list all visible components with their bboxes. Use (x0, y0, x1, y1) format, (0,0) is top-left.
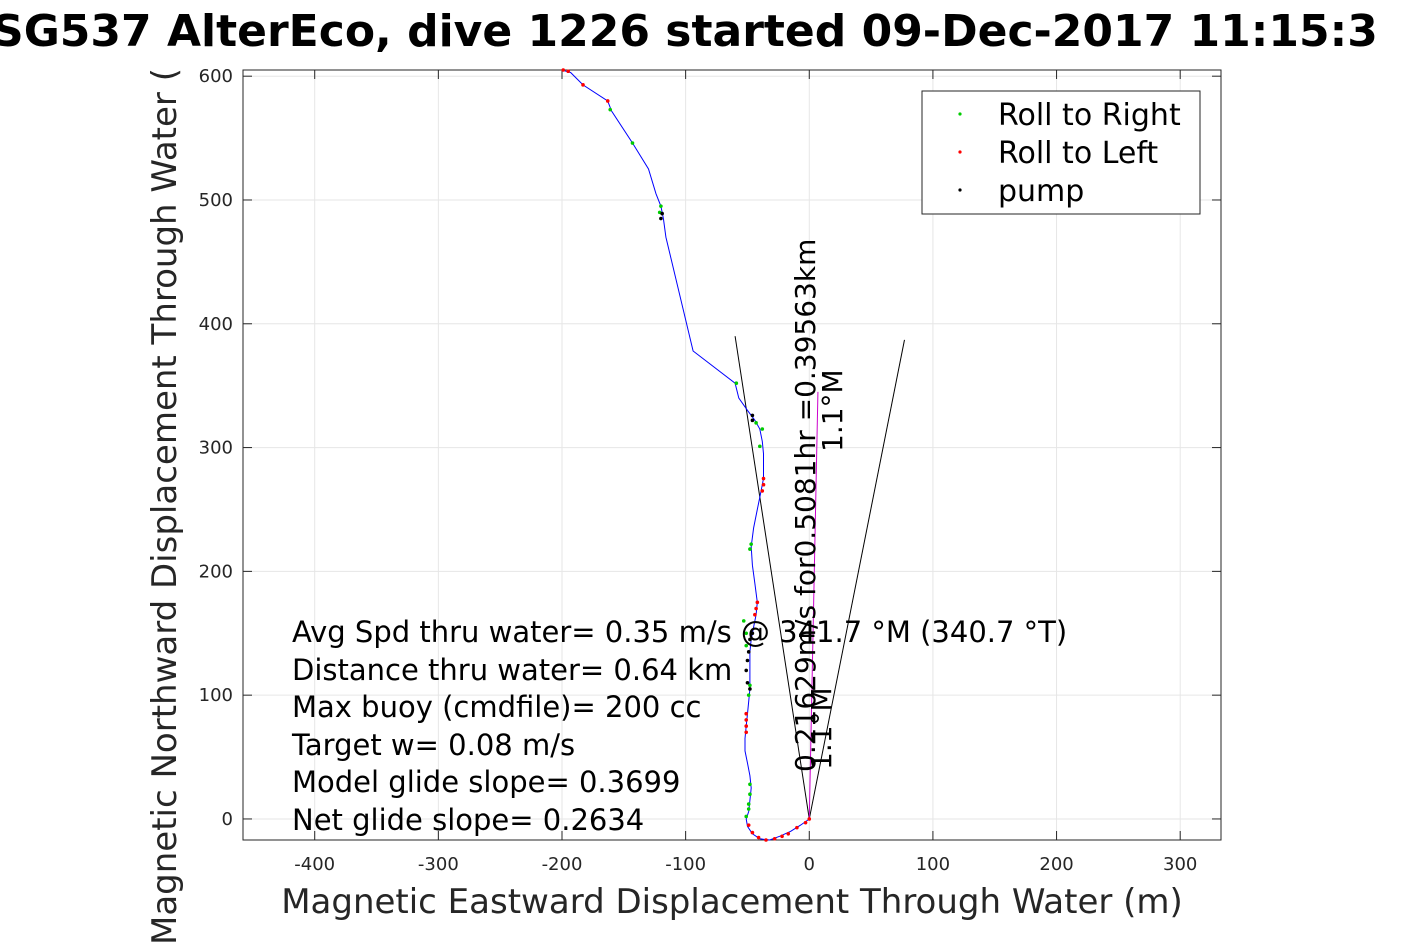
y-tick-label: 600 (199, 66, 233, 87)
x-tick-label: -400 (294, 854, 335, 875)
annotation-net-glide: Net glide slope= 0.2634 (292, 803, 644, 837)
point-roll-to-left (755, 600, 760, 605)
annotation-max-buoy: Max buoy (cmdfile)= 200 cc (292, 690, 701, 724)
point-pump (744, 668, 749, 673)
legend-marker-pump (958, 188, 962, 192)
point-roll-to-right (760, 427, 765, 431)
point-roll-to-left (803, 820, 808, 825)
point-roll-to-right (748, 782, 752, 787)
point-roll-to-left (780, 834, 784, 839)
point-pump (746, 650, 751, 654)
point-roll-to-left (746, 823, 751, 827)
x-tick-label: 0 (804, 854, 815, 875)
x-tick-label: -100 (665, 854, 706, 875)
annotation-avg-speed: Avg Spd thru water= 0.35 m/s @ 341.7 °M … (292, 615, 1067, 649)
point-roll-to-left (760, 489, 765, 493)
point-roll-to-left (744, 718, 749, 722)
heading-cone (734, 336, 905, 820)
point-pump (659, 216, 663, 221)
point-roll-to-left (581, 83, 585, 87)
point-roll-to-left (744, 711, 749, 716)
point-roll-to-left (744, 730, 749, 735)
point-roll-to-right (630, 141, 635, 145)
x-tick-label: 200 (1039, 854, 1073, 875)
point-roll-to-right (746, 807, 751, 811)
point-pump (748, 687, 752, 691)
point-roll-to-left (764, 838, 768, 842)
x-axis-label: Magnetic Eastward Displacement Through W… (281, 882, 1183, 922)
y-tick-label: 300 (199, 438, 233, 459)
point-roll-to-right (608, 107, 613, 112)
point-roll-to-right (754, 421, 758, 425)
point-roll-to-right (746, 802, 751, 806)
point-roll-to-right (734, 381, 739, 385)
point-roll-to-left (786, 832, 791, 836)
current-label: 0.21629m/s for0.5081hr =0.39563km (789, 239, 822, 772)
x-tick-label: -200 (542, 854, 583, 875)
point-roll-to-left (750, 830, 755, 835)
annotation-model-glide: Model glide slope= 0.3699 (292, 765, 680, 799)
point-roll-to-right (748, 792, 752, 796)
x-tick-label: 300 (1163, 854, 1197, 875)
point-roll-to-right (749, 542, 753, 546)
point-roll-to-left (753, 612, 757, 617)
point-pump (745, 658, 750, 663)
y-tick-label: 500 (199, 190, 233, 211)
point-roll-to-right (744, 643, 749, 648)
point-pump (745, 680, 750, 685)
stats-annotations: Avg Spd thru water= 0.35 m/s @ 341.7 °M … (291, 615, 1067, 837)
y-tick-label: 100 (199, 685, 233, 706)
point-roll-to-right (748, 547, 752, 551)
point-roll-to-left (605, 99, 610, 103)
legend: Roll to Right Roll to Left pump (921, 90, 1201, 215)
point-roll-to-left (807, 817, 812, 821)
y-axis-label: Magnetic Northward Displacement Through … (145, 68, 185, 945)
heading-label-lower: 1.1°M (805, 687, 838, 770)
legend-marker-roll-right (958, 112, 962, 116)
point-roll-to-right (746, 693, 751, 697)
point-roll-to-right (744, 814, 749, 819)
y-tick-label: 400 (199, 314, 233, 335)
current-vector-line (808, 391, 819, 819)
point-pump (750, 631, 755, 636)
point-pump (748, 637, 752, 642)
heading-label-upper: 1.1°M (816, 369, 849, 452)
y-tick-label: 200 (199, 561, 233, 582)
point-roll-to-left (772, 836, 777, 841)
annotation-distance: Distance thru water= 0.64 km (292, 653, 732, 687)
point-roll-to-left (744, 724, 749, 728)
chart-title: SG537 AlterEco, dive 1226 started 09-Dec… (0, 6, 1378, 57)
point-roll-to-left (761, 482, 766, 487)
point-roll-to-left (756, 835, 761, 840)
axis-ticks (243, 70, 1221, 840)
point-roll-to-left (761, 476, 766, 481)
legend-label-roll-left: Roll to Left (998, 136, 1158, 171)
point-roll-to-right (744, 631, 749, 636)
legend-label-roll-right: Roll to Right (998, 98, 1181, 133)
point-roll-to-left (795, 825, 799, 830)
point-roll-to-left (566, 69, 570, 74)
tick-labels: -400 -300 -200 -100 0 100 200 300 0 100 200 300 400 5… (199, 66, 1198, 875)
point-pump (750, 413, 755, 418)
cone-line (734, 336, 810, 820)
point-roll-to-right (741, 619, 746, 623)
annotation-target-w: Target w= 0.08 m/s (291, 728, 575, 762)
legend-label-pump: pump (998, 174, 1084, 209)
point-roll-to-right (659, 204, 663, 208)
point-pump (660, 211, 664, 216)
point-roll-to-left (754, 606, 758, 611)
data-points (561, 68, 812, 842)
cone-line (808, 339, 905, 820)
y-tick-label: 0 (222, 809, 233, 830)
point-roll-to-left (561, 68, 566, 72)
point-pump (750, 418, 755, 423)
point-roll-to-right (758, 444, 762, 449)
legend-marker-roll-left (958, 150, 962, 154)
x-tick-label: 100 (916, 854, 950, 875)
legend-box (921, 90, 1201, 215)
plot-area (242, 69, 1222, 841)
point-roll-to-right (748, 683, 752, 688)
x-tick-label: -300 (418, 854, 459, 875)
